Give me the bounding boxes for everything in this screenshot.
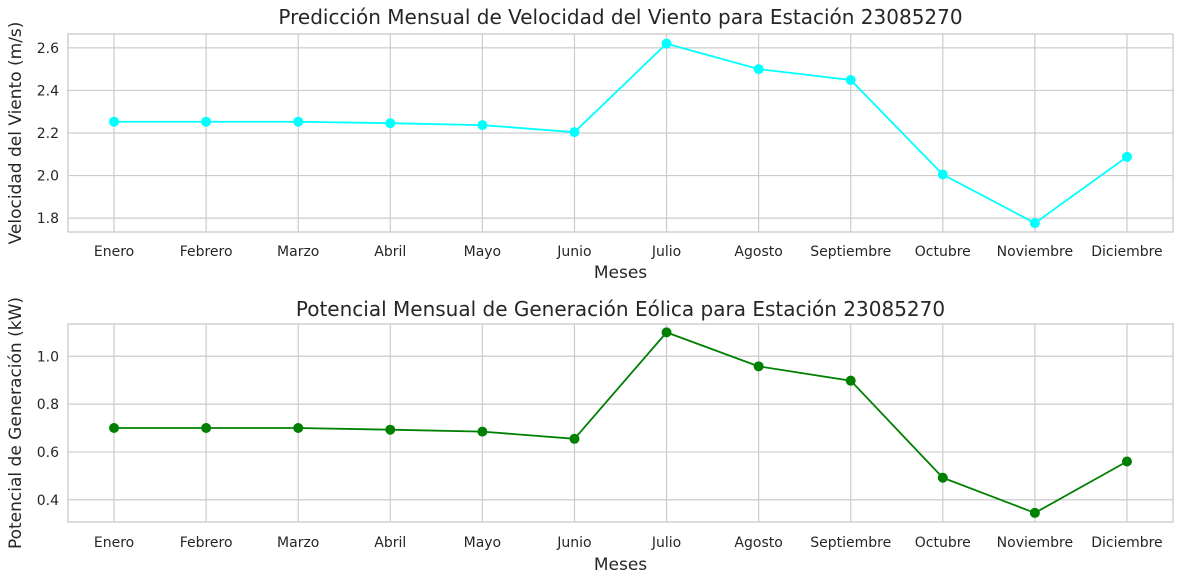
data-point <box>201 423 212 434</box>
x-tick-label: Noviembre <box>997 535 1073 551</box>
data-point <box>753 64 764 75</box>
x-tick-label: Abril <box>374 535 406 551</box>
data-point <box>569 433 580 444</box>
y-tick-label: 2.0 <box>37 169 59 185</box>
x-tick-label: Enero <box>94 244 134 260</box>
x-tick-label: Enero <box>94 535 134 551</box>
x-tick-label: Marzo <box>277 535 319 551</box>
data-point <box>845 74 856 85</box>
wind-speed-chart: 1.8 2.0 2.2 2.4 2.6 Enero Febrero Marzo Abril May… <box>6 5 1174 283</box>
y-tick-label: 2.6 <box>37 41 59 57</box>
y-tick-label: 2.2 <box>37 126 59 142</box>
y-tick-label: 0.4 <box>37 493 59 509</box>
series-line <box>114 42 1128 225</box>
x-tick-label: Octubre <box>915 244 971 260</box>
chart-title: Predicción Mensual de Velocidad del Vien… <box>278 5 962 29</box>
x-tick-label: Mayo <box>464 244 502 260</box>
plot-area <box>68 324 1173 522</box>
x-tick-label: Diciembre <box>1091 244 1162 260</box>
data-point <box>201 116 212 127</box>
x-axis-label: Meses <box>594 263 647 283</box>
data-point <box>477 120 488 131</box>
plot-frame <box>67 33 1174 233</box>
y-tick-label: 0.6 <box>37 445 59 461</box>
x-tick-label: Junio <box>556 535 591 551</box>
data-point <box>937 472 948 483</box>
data-point <box>661 38 672 49</box>
y-axis-label: Potencial de Generación (kW) <box>6 297 26 549</box>
x-tick-label: Septiembre <box>810 244 891 260</box>
x-tick-label: Mayo <box>464 535 502 551</box>
data-point <box>937 169 948 180</box>
x-tick-label: Noviembre <box>997 244 1073 260</box>
data-point <box>661 327 672 338</box>
y-tick-label: 1.8 <box>37 211 59 227</box>
data-point <box>293 423 304 434</box>
series-line <box>114 331 1128 514</box>
x-tick-label: Febrero <box>180 244 233 260</box>
data-point <box>293 116 304 127</box>
data-point <box>109 423 120 434</box>
x-tick-label: Septiembre <box>810 535 891 551</box>
y-tick-label: 0.8 <box>37 397 59 413</box>
x-tick-label: Junio <box>556 244 591 260</box>
x-tick-label: Julio <box>651 244 681 260</box>
data-point <box>1029 507 1040 518</box>
data-point <box>109 116 120 127</box>
x-tick-label: Abril <box>374 244 406 260</box>
data-point <box>569 127 580 138</box>
y-tick-label: 1.0 <box>37 349 59 365</box>
plot-frame <box>67 323 1174 523</box>
x-tick-label: Diciembre <box>1091 535 1162 551</box>
power-generation-chart: 0.4 0.6 0.8 1.0 Enero Febrero Marzo Abril Mayo Ju… <box>6 297 1174 575</box>
x-tick-label: Febrero <box>180 535 233 551</box>
data-point <box>385 424 396 435</box>
y-tick-label: 2.4 <box>37 83 59 99</box>
data-point <box>385 118 396 129</box>
data-point <box>477 426 488 437</box>
x-tick-label: Agosto <box>734 535 782 551</box>
data-point <box>1121 151 1132 162</box>
x-axis-label: Meses <box>594 555 647 575</box>
chart-title: Potencial Mensual de Generación Eólica p… <box>296 297 945 321</box>
x-tick-label: Octubre <box>915 535 971 551</box>
y-axis-label: Velocidad del Viento (m/s) <box>6 22 26 245</box>
data-point <box>1121 456 1132 467</box>
data-point <box>1029 218 1040 229</box>
x-tick-label: Marzo <box>277 244 319 260</box>
x-tick-label: Agosto <box>734 244 782 260</box>
x-tick-label: Julio <box>651 535 681 551</box>
data-point <box>753 361 764 372</box>
data-point <box>845 375 856 386</box>
